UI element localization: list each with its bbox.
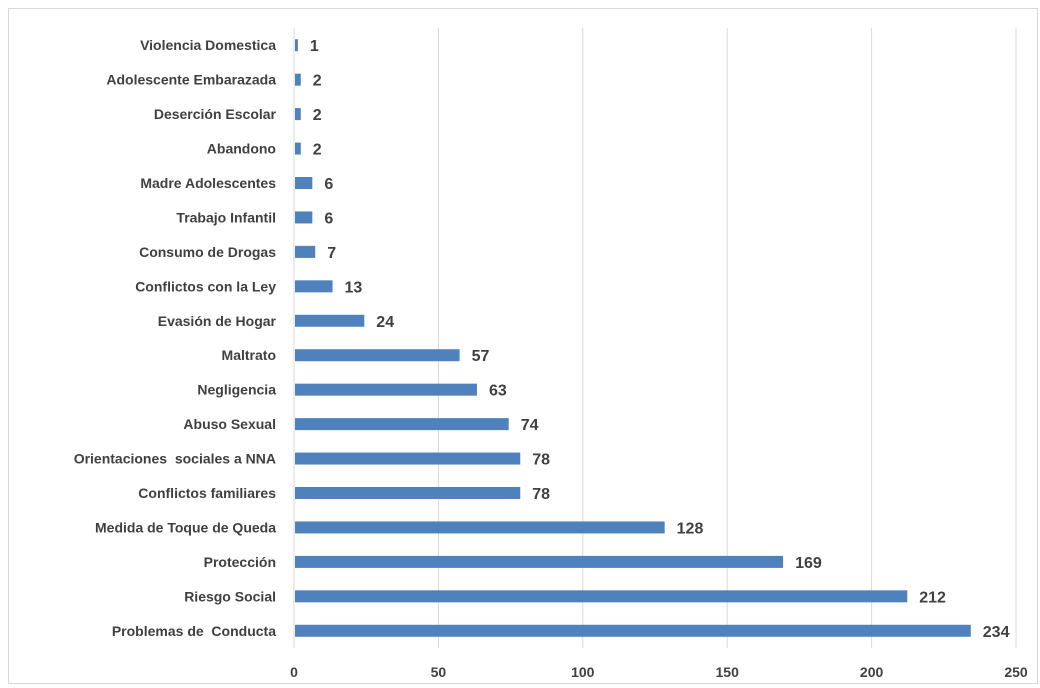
x-tick-label: 150 [716,664,740,680]
value-label: 2 [313,142,322,159]
bar [295,487,521,499]
x-tick-labels: 0 50 100 150 200 250 [290,664,1028,680]
value-label: 7 [327,245,336,262]
value-label: 24 [376,314,394,331]
bar [295,177,313,189]
bar [295,624,971,637]
value-label: 78 [532,452,550,469]
x-tick-label: 0 [290,664,298,680]
x-tick-label: 250 [1004,664,1028,680]
category-label: Deserción Escolar [154,106,277,122]
category-label: Evasión de Hogar [158,313,277,329]
category-label: Protección [204,554,276,570]
x-tick-label: 200 [860,664,884,680]
value-label: 234 [983,624,1010,641]
category-label: Abandono [207,141,276,157]
category-label: Riesgo Social [184,588,276,604]
bar [295,39,298,52]
value-label: 169 [795,555,822,572]
value-label: 1 [310,38,319,55]
category-label: Problemas de Conducta [112,623,276,639]
bar [295,73,301,86]
bar [295,418,509,431]
bar [295,314,365,327]
value-label: 78 [532,486,550,503]
bar [295,108,301,121]
category-label: Adolescente Embarazada [106,72,276,88]
gridlines [293,28,1017,648]
x-tick-label: 100 [571,664,595,680]
value-label: 74 [521,417,539,434]
category-label: Madre Adolescentes [140,175,276,191]
category-label: Trabajo Infantil [176,209,276,225]
value-label: 6 [324,176,333,193]
value-label: 57 [472,348,490,365]
value-label: 13 [345,279,363,296]
bar [295,452,521,465]
category-label: Negligencia [197,382,276,398]
value-label: 63 [489,383,507,400]
category-label: Conflictos familiares [138,485,276,501]
category-label: Maltrato [222,347,276,363]
bar [295,590,908,603]
bar [295,280,333,293]
value-label: 212 [919,589,946,606]
value-label: 2 [313,73,322,90]
bar [295,211,313,224]
bar [295,521,665,534]
category-label: Orientaciones sociales a NNA [74,451,276,467]
value-label: 2 [313,107,322,124]
x-tick-label: 50 [431,664,447,680]
category-label: Consumo de Drogas [139,244,276,260]
bar [295,349,460,362]
bar [295,555,784,568]
value-label: 6 [324,210,333,227]
category-labels: Violencia Domestica Adolescente Embarazad… [74,37,277,639]
chart-frame [8,8,1038,684]
category-label: Abuso Sexual [183,416,276,432]
bar [295,245,316,258]
value-label: 128 [677,520,704,537]
category-label: Conflictos con la Ley [135,278,276,294]
bar [295,142,301,155]
bars [295,39,971,637]
category-label: Medida de Toque de Queda [95,519,276,535]
bar [295,383,477,396]
category-label: Violencia Domestica [140,37,276,53]
